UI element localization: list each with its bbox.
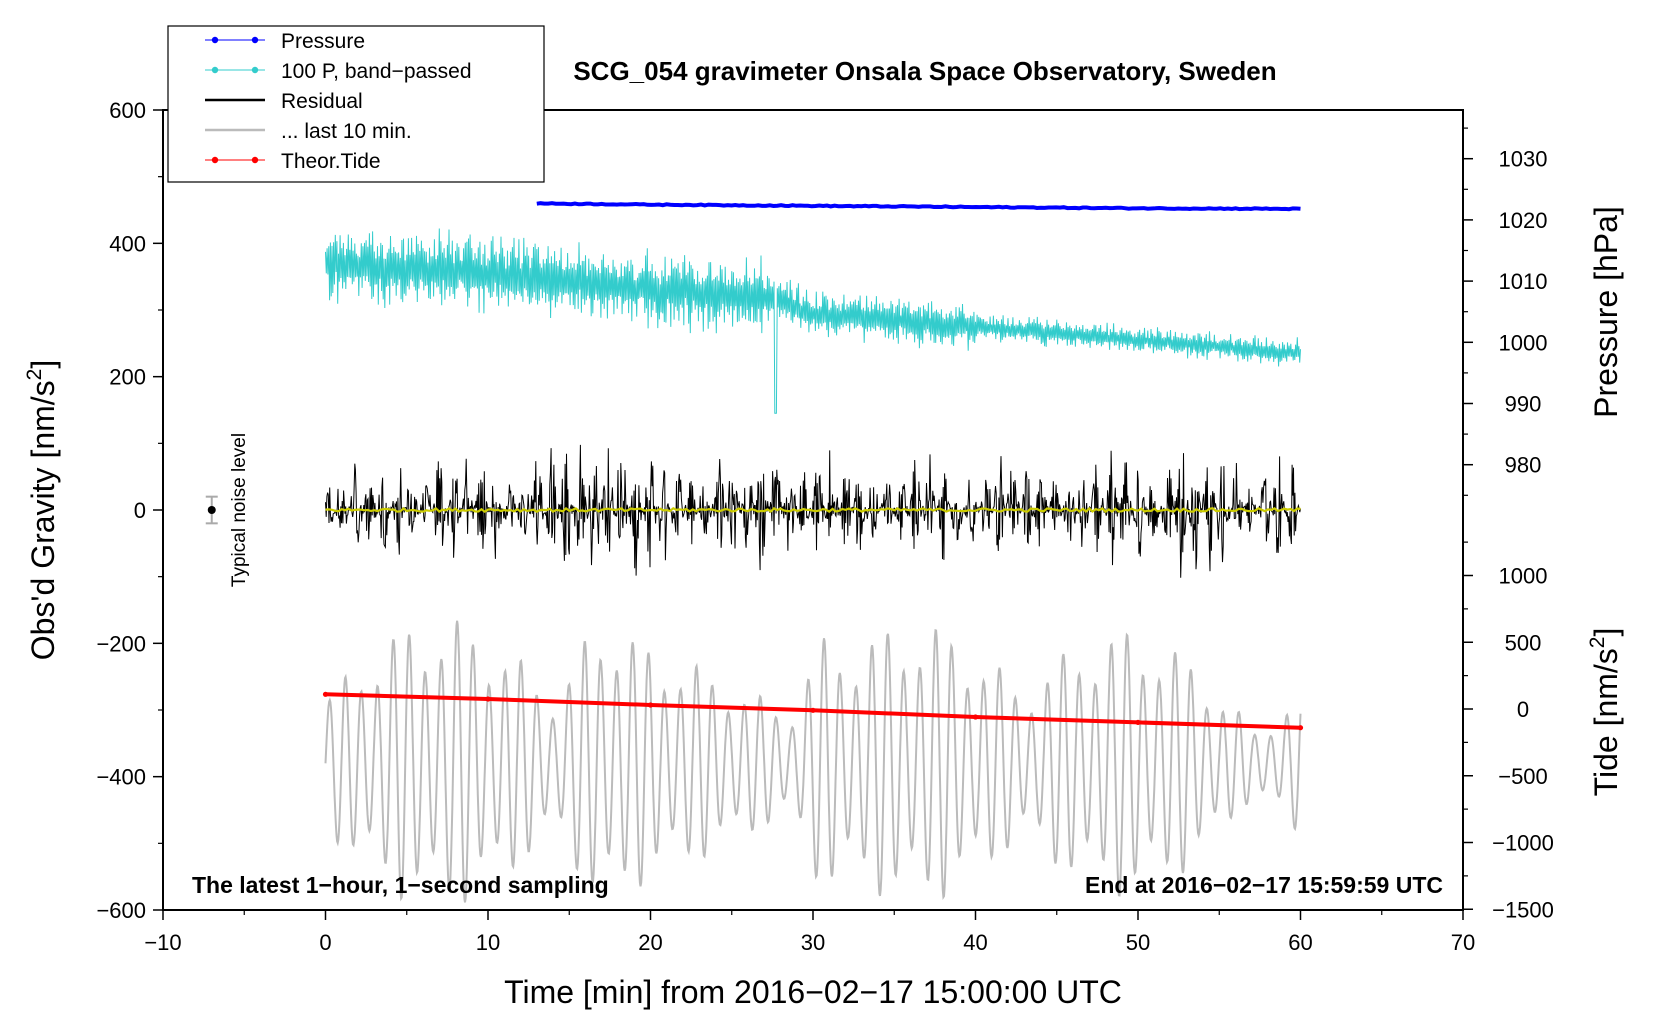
legend-label-last10: ... last 10 min. — [281, 120, 412, 143]
x-tick-label: −10 — [144, 930, 181, 955]
tide-tick-label: −1000 — [1492, 831, 1554, 856]
tide-tick-label: −1500 — [1492, 897, 1554, 922]
legend-dot — [251, 66, 259, 74]
legend: Pressure 100 P, band−passed Residual ...… — [167, 25, 545, 183]
legend-box — [167, 25, 545, 183]
pressure-tick-label: 1020 — [1499, 208, 1548, 233]
tide-tick-label: 0 — [1517, 697, 1529, 722]
noise-label: Typical noise level — [229, 433, 250, 587]
tide-axis-ticks: −1500 −1000 −500 0 500 1000 — [1463, 541, 1554, 922]
tide-point — [1297, 725, 1304, 731]
legend-label-bandpassed: 100 P, band−passed — [281, 60, 472, 83]
bandpassed-series — [325, 228, 1301, 414]
left-axis-title: Obs'd Gravity [nm/s2] — [23, 360, 61, 661]
legend-dot — [251, 36, 259, 44]
x-tick-label: 0 — [319, 930, 331, 955]
tide-tick-label: 1000 — [1499, 564, 1548, 589]
note-right: End at 2016−02−17 15:59:59 UTC — [1085, 872, 1443, 898]
x-tick-label: 60 — [1288, 930, 1312, 955]
left-axis-title-sup: 2 — [23, 369, 46, 381]
tide-point — [810, 707, 816, 713]
pressure-tick-label: 990 — [1505, 392, 1542, 417]
left-axis-title-main: Obs'd Gravity [nm/s — [25, 380, 61, 660]
tide-tick-label: −500 — [1498, 764, 1548, 789]
noise-point — [207, 506, 216, 514]
x-tick-label: 20 — [638, 930, 662, 955]
left-tick-label: 600 — [109, 98, 146, 123]
left-axis-ticks: −600 −400 −200 0 200 400 600 — [96, 98, 163, 923]
legend-dot — [211, 36, 219, 44]
pressure-tick-label: 1010 — [1499, 269, 1548, 294]
x-axis-ticks: −10 0 10 20 30 40 50 60 70 — [144, 910, 1475, 955]
pressure-axis-ticks: 980 990 1000 1010 1020 1030 — [1463, 127, 1548, 496]
pressure-tick-label: 1030 — [1499, 147, 1548, 172]
legend-dot — [211, 156, 219, 164]
left-tick-label: 200 — [109, 365, 146, 390]
bandpassed-line — [325, 228, 1301, 414]
legend-label-residual: Residual — [281, 90, 363, 113]
tide-point — [485, 696, 491, 702]
x-tick-label: 50 — [1126, 930, 1150, 955]
tide-point — [972, 714, 979, 720]
legend-label-pressure: Pressure — [281, 30, 365, 53]
legend-dot — [211, 66, 219, 74]
tide-point — [1135, 719, 1141, 726]
tide-tick-label: 500 — [1505, 630, 1542, 655]
pressure-line — [536, 201, 1301, 212]
legend-dot — [251, 156, 259, 164]
last10-line — [324, 620, 1302, 903]
tide-point — [647, 702, 654, 708]
pressure-series — [536, 201, 1301, 212]
left-axis-title-close: ] — [25, 360, 61, 369]
left-tick-label: 0 — [134, 498, 146, 523]
tide-axis-title-close: ] — [1588, 628, 1624, 637]
tide-axis-title-main: Tide [nm/s — [1588, 648, 1624, 796]
legend-items — [205, 36, 265, 164]
pressure-tick-label: 1000 — [1499, 330, 1548, 355]
left-tick-label: −400 — [96, 765, 146, 790]
x-tick-label: 10 — [476, 930, 500, 955]
note-left: The latest 1−hour, 1−second sampling — [192, 872, 609, 898]
x-axis-title: Time [min] from 2016−02−17 15:00:00 UTC — [504, 974, 1122, 1010]
x-tick-label: 30 — [801, 930, 825, 955]
chart-title: SCG_054 gravimeter Onsala Space Observat… — [573, 56, 1276, 86]
tide-point — [322, 691, 329, 697]
x-tick-label: 70 — [1451, 930, 1475, 955]
residual-mean-line — [325, 506, 1301, 514]
tide-series — [322, 691, 1304, 731]
left-tick-label: −200 — [96, 631, 146, 656]
tide-axis-title: Tide [nm/s2] — [1586, 628, 1624, 797]
pressure-tick-label: 980 — [1505, 453, 1542, 478]
noise-marker — [205, 495, 218, 525]
x-tick-label: 40 — [963, 930, 987, 955]
residual-series — [325, 444, 1301, 578]
left-tick-label: 400 — [109, 231, 146, 256]
last10-series — [324, 620, 1302, 903]
pressure-axis-title: Pressure [hPa] — [1588, 206, 1624, 418]
legend-label-tide: Theor.Tide — [281, 150, 381, 173]
left-tick-label: −600 — [96, 898, 146, 923]
tide-axis-title-sup: 2 — [1586, 637, 1609, 649]
